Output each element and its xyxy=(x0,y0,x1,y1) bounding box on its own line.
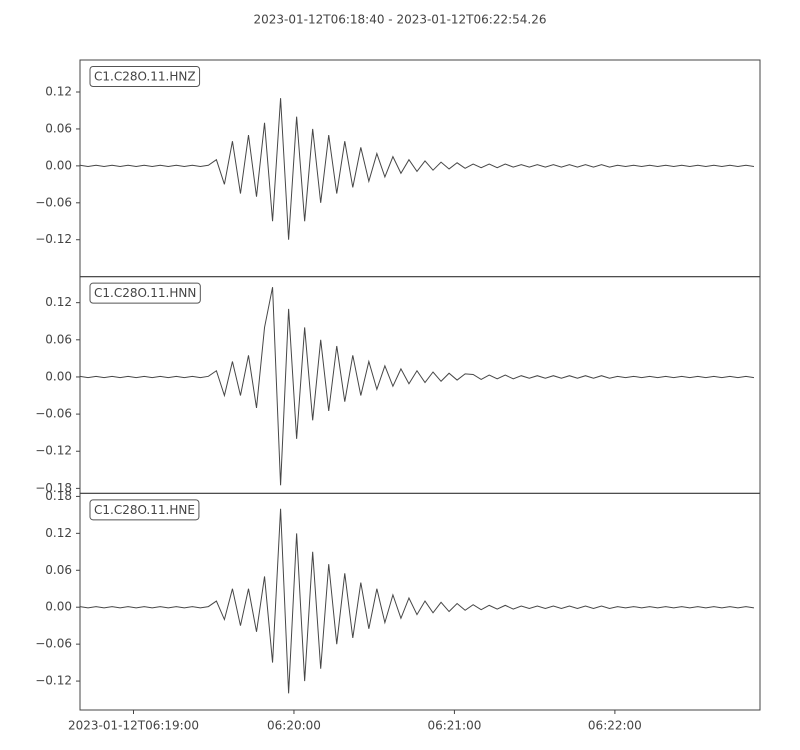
waveform xyxy=(79,98,755,240)
y-tick-label: 0.12 xyxy=(45,85,72,99)
y-tick-label: 0.18 xyxy=(45,489,72,503)
y-tick-label: 0.00 xyxy=(45,369,72,383)
panel-frame xyxy=(79,492,761,711)
chart-title: 2023-01-12T06:18:40 - 2023-01-12T06:22:5… xyxy=(254,13,547,27)
y-tick-label: 0.12 xyxy=(45,295,72,309)
y-tick-label: −0.06 xyxy=(35,195,72,209)
waveform xyxy=(79,287,755,486)
y-tick-label: 0.00 xyxy=(45,158,72,172)
y-tick-label: 0.12 xyxy=(45,526,72,540)
y-tick-label: −0.12 xyxy=(35,232,72,246)
x-tick-label: 06:20:00 xyxy=(267,719,321,733)
y-tick-label: 0.06 xyxy=(45,332,72,346)
y-tick-label: 0.06 xyxy=(45,121,72,135)
x-tick-label: 06:22:00 xyxy=(588,719,642,733)
trace-label: C1.C28O.11.HNZ xyxy=(94,70,196,84)
y-tick-label: −0.06 xyxy=(35,637,72,651)
x-tick-label: 2023-01-12T06:19:00 xyxy=(68,719,199,733)
trace-label: C1.C28O.11.HNN xyxy=(94,286,196,300)
y-tick-label: 0.06 xyxy=(45,563,72,577)
waveform xyxy=(79,508,755,694)
trace-label: C1.C28O.11.HNE xyxy=(94,503,195,517)
y-tick-label: −0.18 xyxy=(35,481,72,495)
y-tick-label: −0.12 xyxy=(35,444,72,458)
trace-label-box xyxy=(89,66,201,87)
x-tick-label: 06:21:00 xyxy=(427,719,481,733)
y-tick-label: −0.06 xyxy=(35,407,72,421)
trace-label-box xyxy=(89,282,201,304)
trace-label-box xyxy=(89,499,200,521)
y-tick-label: −0.12 xyxy=(35,674,72,688)
y-tick-label: 0.00 xyxy=(45,600,72,614)
